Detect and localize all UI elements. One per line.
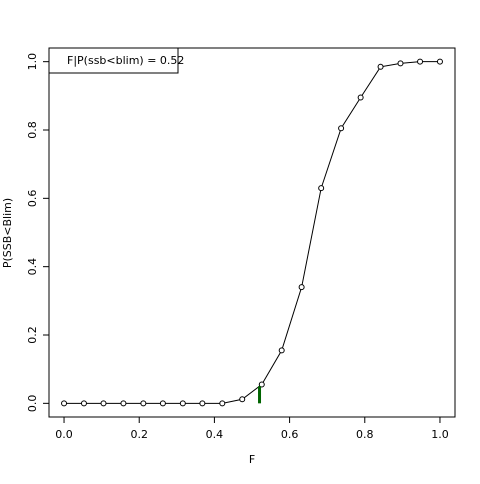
y-tick-label: 0.8 bbox=[26, 121, 39, 139]
x-tick-label: 0.6 bbox=[281, 428, 299, 441]
legend-box bbox=[48, 47, 179, 74]
point bbox=[100, 400, 107, 407]
point bbox=[199, 400, 206, 407]
point bbox=[298, 284, 305, 291]
point bbox=[120, 400, 127, 407]
point bbox=[436, 58, 443, 65]
y-tick-label: 0.0 bbox=[26, 395, 39, 413]
point bbox=[417, 58, 424, 65]
plot-box bbox=[48, 47, 456, 418]
point bbox=[377, 63, 384, 70]
x-tick-label: 0.4 bbox=[206, 428, 224, 441]
x-axis-label: F bbox=[249, 453, 255, 466]
series-line bbox=[64, 61, 440, 404]
point bbox=[318, 185, 325, 192]
x-tick-label: 0.2 bbox=[130, 428, 148, 441]
point bbox=[159, 400, 166, 407]
point bbox=[179, 400, 186, 407]
x-tick-label: 1.0 bbox=[431, 428, 449, 441]
x-tick-label: 0.8 bbox=[356, 428, 374, 441]
point bbox=[61, 400, 68, 407]
point bbox=[397, 60, 404, 67]
point bbox=[278, 347, 285, 354]
point bbox=[258, 381, 265, 388]
y-tick-label: 1.0 bbox=[26, 53, 39, 71]
point bbox=[357, 94, 364, 101]
point bbox=[140, 400, 147, 407]
y-tick-label: 0.6 bbox=[26, 190, 39, 208]
point bbox=[80, 400, 87, 407]
legend-text: F|P(ssb<blim) = 0.52 bbox=[67, 54, 184, 67]
point bbox=[219, 400, 226, 407]
y-tick-label: 0.2 bbox=[26, 326, 39, 344]
y-tick-label: 0.4 bbox=[26, 258, 39, 276]
point bbox=[239, 396, 246, 403]
x-tick-label: 0.0 bbox=[55, 428, 73, 441]
y-axis-label: P(SSB<Blim) bbox=[1, 198, 14, 268]
point bbox=[338, 125, 345, 132]
